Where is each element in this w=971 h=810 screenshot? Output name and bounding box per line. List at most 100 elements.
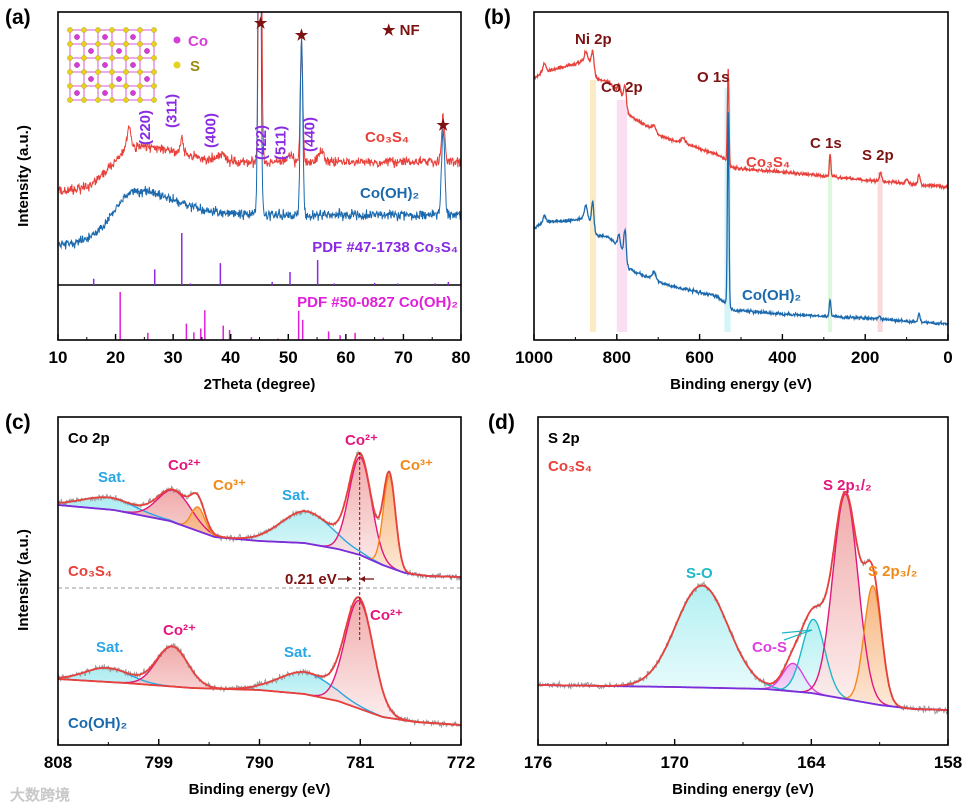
component-fill-co2 [58,600,461,725]
s-atom [67,83,73,89]
x-tick-label: 400 [768,348,796,367]
reference-label-pdf47: PDF #47-1738 Co₃S₄ [312,239,458,256]
panel-title: S 2p [548,430,580,447]
co-atom [144,76,150,82]
component-fill-co2 [58,646,461,725]
s-atom [151,69,157,75]
s-atom [95,97,101,103]
shift-annotation: 0.21 eV [285,571,337,588]
sample-label-co3s4: Co₃S₄ [68,563,112,580]
x-tick-label: 781 [346,753,374,772]
s-atom [109,69,115,75]
crystal-structure-inset [67,27,157,103]
x-tick-label: 10 [49,348,68,367]
x-axis-label: 2Theta (degree) [204,376,316,393]
component-fill-co3 [58,475,461,577]
miller-index-label: (311) [163,94,180,128]
s-atom [81,55,87,61]
raw-spectrum [58,595,461,728]
legend-co-label: Co [188,33,208,50]
x-tick-label: 772 [447,753,475,772]
co-atom [130,34,136,40]
s-atom [151,97,157,103]
xrd-series-coh2 [58,12,461,250]
component-label-co2: Co²⁺ [345,432,378,449]
s-atom [95,69,101,75]
s-atom [81,83,87,89]
peak-region-band [827,160,833,332]
component-label-co3: S 2p₃/₂ [868,563,917,580]
panel-label: (c) [5,411,31,434]
co2p-fits [58,449,461,728]
sample-label-co3s4: Co₃S₄ [548,458,592,475]
x-tick-label: 30 [164,348,183,367]
panel-label: (a) [5,6,31,29]
s-atom [67,69,73,75]
s-atom [109,41,115,47]
peak-label-ni2p: Ni 2p [575,31,612,48]
s2p-fits [538,490,948,716]
miller-index-label: (400) [203,113,220,148]
x-tick-label: 800 [603,348,631,367]
watermark: 大数跨境 [10,786,70,804]
x-tick-label: 60 [336,348,355,367]
background-curve [58,678,461,726]
co-s-bracket [781,629,813,641]
s-atom [81,69,87,75]
s-atom [137,41,143,47]
co-atom [88,48,94,54]
component-fill-co2 [58,457,461,577]
co-atom [116,48,122,54]
peak-label-co3s4: Co₃S₄ [746,154,790,171]
series-label-co3s4: Co₃S₄ [365,129,409,146]
s-atom [81,97,87,103]
miller-index-label: (511) [273,126,290,160]
miller-index-label: (220) [137,110,154,145]
s-atom [151,27,157,33]
component-fill-sat [58,667,461,725]
panel-label: (d) [488,411,515,434]
s-atom [151,83,157,89]
miller-index-label: (440) [302,117,319,152]
component-label-co2: Co²⁺ [163,622,196,639]
component-label-co2: Co²⁺ [370,607,403,624]
peak-label-co2p: Co 2p [601,79,643,96]
x-tick-label: 0 [943,348,952,367]
y-axis-label: Intensity (a.u.) [15,125,32,227]
xps-survey-traces [534,49,948,327]
envelope-curve [58,596,461,726]
s-atom [137,27,143,33]
x-axis-label: Binding energy (eV) [672,781,814,798]
peak-region-band [616,100,628,332]
component-label-so: S-O [686,565,713,582]
x-tick-label: 80 [452,348,471,367]
component-label-co3: Co³⁺ [213,477,246,494]
x-tick-label: 1000 [515,348,553,367]
s-atom [67,55,73,61]
s-atom [109,55,115,61]
component-label-sat: Sat. [284,644,312,661]
arrow-head [360,576,365,582]
component-fill-co3 [538,585,948,710]
co-atom [74,90,80,96]
peak-region-band [877,172,883,332]
xrd-traces [58,12,461,250]
co-atom [144,48,150,54]
component-fill-co2 [538,494,948,710]
co-atom [74,62,80,68]
component-label-sat: Sat. [282,487,310,504]
x-tick-label: 790 [245,753,273,772]
y-axis-label: Intensity (a.u.) [15,529,32,631]
peak-label-s2p: S 2p [862,147,894,164]
s-atom [81,41,87,47]
component-label-sat: Sat. [96,639,124,656]
s-atom [137,69,143,75]
xrd-series-co3s4 [58,12,461,195]
panel-title: Co 2p [68,430,110,447]
co-atom [74,34,80,40]
x-tick-label: 164 [797,753,826,772]
envelope-curve [58,452,461,578]
reference-label-pdf50: PDF #50-0827 Co(OH)₂ [297,294,458,311]
plot-frame-0 [57,11,462,341]
x-tick-label: 50 [279,348,298,367]
